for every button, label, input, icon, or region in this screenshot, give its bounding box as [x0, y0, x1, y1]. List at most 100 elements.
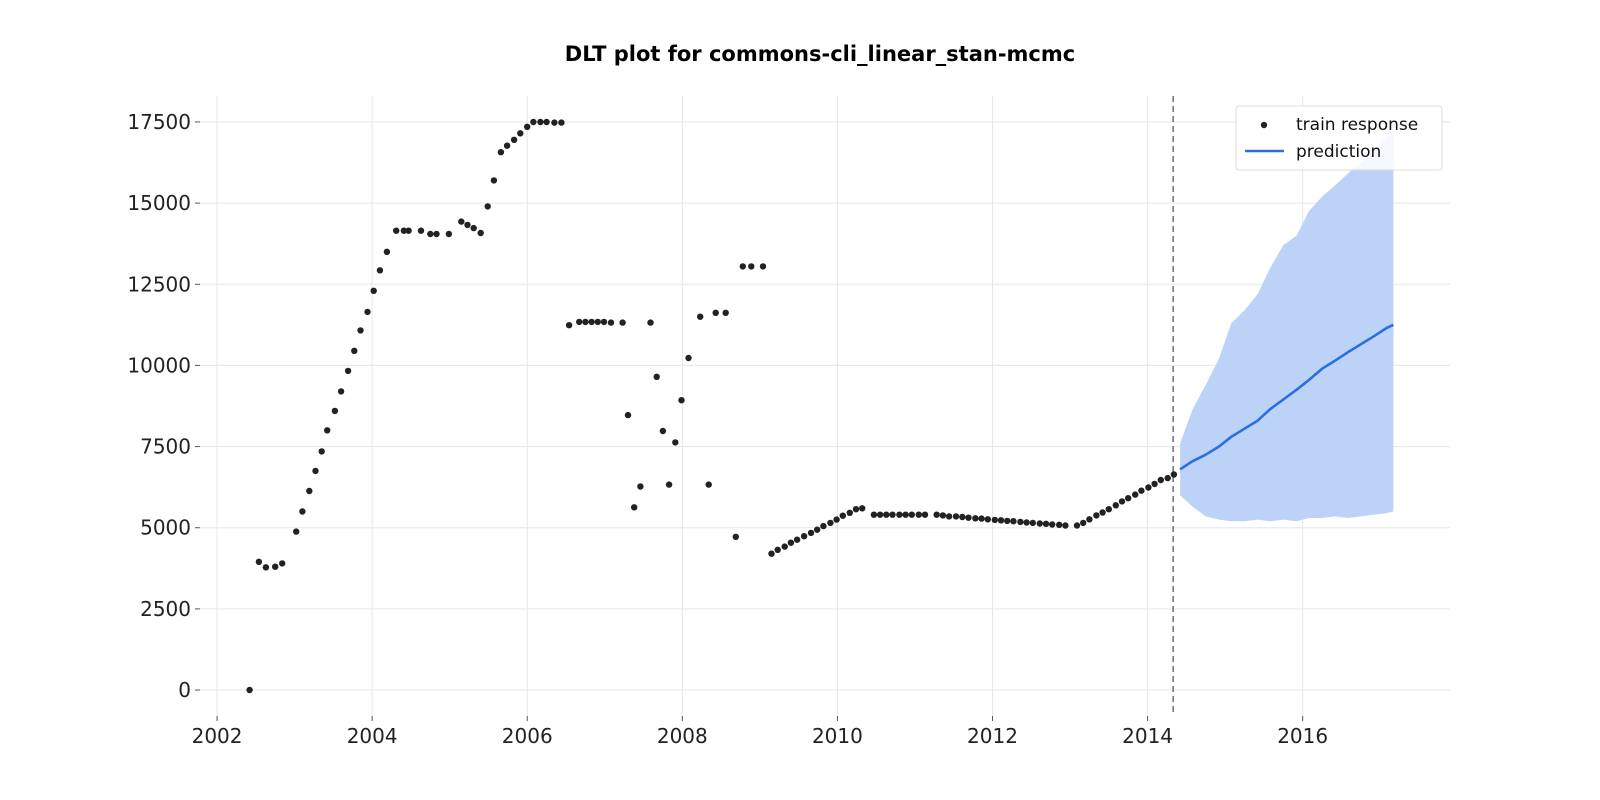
train-response-point: [383, 248, 391, 255]
prediction-line-group: [1179, 323, 1394, 471]
train-response-point: [458, 218, 465, 225]
train-response-point: [619, 319, 626, 326]
train-response-point: [820, 522, 827, 530]
train-response-point: [1086, 516, 1093, 523]
train-response-point: [1062, 522, 1069, 529]
train-response-point: [299, 508, 306, 515]
train-response-point: [1004, 517, 1011, 525]
train-response-point: [543, 118, 550, 126]
train-response-point: [1125, 495, 1132, 502]
train-response-point: [1029, 519, 1037, 527]
train-response-point: [503, 142, 511, 149]
train-response-point: [1170, 471, 1178, 478]
train-response-point: [1056, 521, 1063, 528]
train-response-point: [833, 516, 840, 523]
y-axis-ticks: 0 2500 5000 7500 10000 12500 15000 17500: [127, 110, 200, 702]
train-response-point: [959, 513, 966, 521]
train-response-point: [490, 177, 498, 184]
train-response-point: [846, 509, 853, 516]
train-response-point: [376, 267, 384, 274]
train-response-point: [739, 263, 746, 270]
y-tick-label: 17500: [127, 110, 191, 134]
y-tick-label: 2500: [140, 597, 191, 621]
train-response-point: [306, 487, 313, 495]
train-response-point: [637, 483, 644, 490]
train-response-point: [972, 515, 979, 522]
legend: train response prediction: [1235, 105, 1443, 171]
train-response-point: [852, 506, 860, 513]
train-response-point: [1073, 522, 1081, 529]
train-response-point: [1080, 519, 1087, 527]
train-response-point: [293, 528, 300, 535]
train-response-point: [984, 516, 991, 523]
train-response-point: [732, 533, 739, 540]
train-response-point: [896, 511, 903, 518]
train-response-point: [807, 529, 815, 537]
train-response-point: [965, 514, 972, 521]
train-response-point: [1099, 509, 1106, 516]
train-response-point: [1093, 512, 1100, 519]
train-response-point: [405, 227, 412, 234]
train-response-point: [1118, 498, 1126, 505]
train-response-point: [1157, 476, 1165, 484]
train-response-point: [952, 513, 960, 520]
train-response-point: [759, 263, 767, 270]
train-response-point: [393, 227, 400, 234]
train-response-point: [902, 511, 909, 518]
train-response-point: [1151, 480, 1158, 488]
train-response-point: [793, 536, 801, 543]
train-response-point: [255, 558, 263, 565]
x-tick-label: 2016: [1277, 724, 1328, 748]
train-response-point: [712, 309, 719, 316]
train-response-point: [1132, 491, 1139, 498]
train-response-point: [945, 513, 953, 520]
train-response-point: [551, 119, 558, 126]
train-response-point: [685, 354, 692, 362]
train-response-point: [600, 318, 608, 326]
prediction-line: [1179, 323, 1394, 471]
legend-label: train response: [1296, 115, 1418, 135]
train-response-point: [470, 224, 477, 232]
train-response-point: [1042, 520, 1050, 527]
train-response-point: [445, 230, 453, 238]
train-response-point: [991, 516, 998, 524]
train-response-point: [312, 467, 319, 475]
train-response-point: [370, 287, 377, 294]
train-response-point: [1105, 506, 1113, 513]
train-response-point: [1010, 518, 1017, 525]
train-response-point: [1145, 484, 1152, 491]
train-response-point: [331, 407, 339, 415]
train-response-point: [997, 517, 1005, 524]
train-response-point: [588, 318, 595, 326]
train-response-point: [351, 347, 358, 354]
train-response-point: [279, 560, 286, 567]
train-response-point: [337, 388, 345, 395]
train-response-point: [344, 367, 352, 375]
x-tick-label: 2002: [192, 724, 243, 748]
train-response-point: [324, 427, 331, 434]
train-response-point: [827, 519, 834, 527]
train-response-point: [537, 118, 544, 126]
train-response-point: [427, 230, 434, 238]
train-response-point: [870, 511, 878, 518]
train-response-point: [659, 427, 667, 435]
x-tick-label: 2010: [812, 724, 863, 748]
x-axis-ticks: 2002 2004 2006 2008 2010 2012 2014 2016: [192, 716, 1328, 748]
train-response-point: [433, 230, 440, 238]
train-response-point: [582, 318, 589, 326]
y-tick-label: 15000: [127, 191, 191, 215]
train-response-point: [364, 308, 371, 316]
train-response-point: [748, 263, 755, 270]
train-response-point: [417, 227, 425, 234]
y-tick-label: 0: [178, 678, 191, 702]
train-response-point: [939, 512, 947, 519]
legend-marker-train-response: [1260, 121, 1268, 129]
train-response-point: [768, 550, 775, 557]
train-response-point: [631, 504, 638, 511]
train-response-point: [722, 309, 729, 316]
train-response-point: [1036, 520, 1044, 527]
train-response-point: [876, 511, 884, 518]
train-response-point: [781, 543, 788, 550]
train-response-point: [678, 397, 685, 404]
